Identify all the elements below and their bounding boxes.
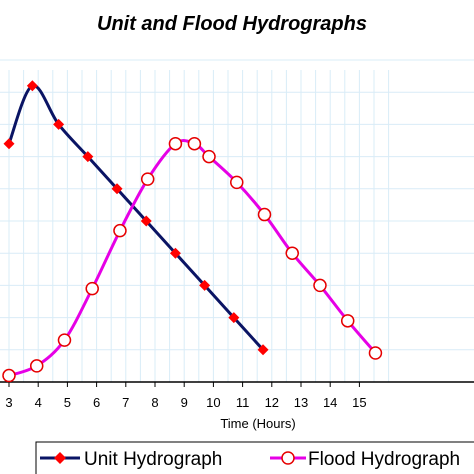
legend-label-unit-hydrograph: Unit Hydrograph xyxy=(84,449,222,470)
data-point-flood-12 xyxy=(313,278,327,293)
series-flood-hydrograph xyxy=(2,136,383,383)
data-point-unit-0 xyxy=(3,138,15,150)
data-point-unit-2 xyxy=(53,118,65,130)
x-tick-label-4: 4 xyxy=(35,395,42,410)
x-tick-label-12: 12 xyxy=(265,395,279,410)
data-point-unit-8 xyxy=(228,312,240,324)
x-tick-label-5: 5 xyxy=(64,395,71,410)
x-tick-label-15: 15 xyxy=(352,395,366,410)
data-point-unit-9 xyxy=(257,344,269,356)
legend-box xyxy=(35,441,474,474)
chart-title: Unit and Flood Hydrographs xyxy=(97,13,367,35)
data-point-unit-7 xyxy=(199,279,211,291)
x-tick-label-14: 14 xyxy=(323,395,337,410)
data-point-flood-1 xyxy=(29,359,44,373)
legend: Unit Hydrograph Flood Hydrograph xyxy=(35,441,474,474)
data-point-flood-10 xyxy=(257,207,272,222)
x-tick-label-3: 3 xyxy=(5,395,12,410)
data-point-flood-9 xyxy=(230,175,244,190)
legend-flood-marker xyxy=(281,451,295,465)
grid-lines xyxy=(0,59,474,383)
x-tick-label-11: 11 xyxy=(236,395,250,410)
data-point-flood-0 xyxy=(2,368,16,383)
data-point-flood-3 xyxy=(85,281,99,296)
data-point-flood-11 xyxy=(285,246,299,260)
x-tick-label-9: 9 xyxy=(181,395,188,410)
series-unit-hydrograph xyxy=(3,80,269,356)
data-point-flood-2 xyxy=(57,333,72,347)
data-point-unit-6 xyxy=(169,247,181,259)
data-point-flood-14 xyxy=(368,346,383,360)
x-tick-labels: 3 4 5 6 7 8 9 10 11 12 13 14 15 xyxy=(5,382,367,410)
legend-unit-marker xyxy=(54,452,66,464)
data-point-flood-7 xyxy=(187,136,202,151)
x-tick-label-6: 6 xyxy=(93,395,100,410)
data-point-flood-4 xyxy=(113,223,127,238)
x-axis-label: Time (Hours) xyxy=(220,416,295,431)
data-point-unit-5 xyxy=(140,215,152,227)
series-layer xyxy=(2,80,383,383)
data-point-unit-3 xyxy=(82,151,94,163)
legend-label-flood-hydrograph: Flood Hydrograph xyxy=(308,449,460,470)
data-point-flood-6 xyxy=(168,136,183,151)
data-point-flood-8 xyxy=(202,149,216,164)
x-tick-label-7: 7 xyxy=(122,395,129,410)
data-point-flood-13 xyxy=(340,314,355,328)
data-point-unit-4 xyxy=(111,183,123,195)
data-point-unit-1 xyxy=(26,80,38,92)
data-point-flood-5 xyxy=(140,172,155,186)
x-tick-label-13: 13 xyxy=(294,395,308,410)
x-tick-label-10: 10 xyxy=(206,395,220,410)
series-line xyxy=(7,84,265,351)
x-tick-label-8: 8 xyxy=(151,395,158,410)
